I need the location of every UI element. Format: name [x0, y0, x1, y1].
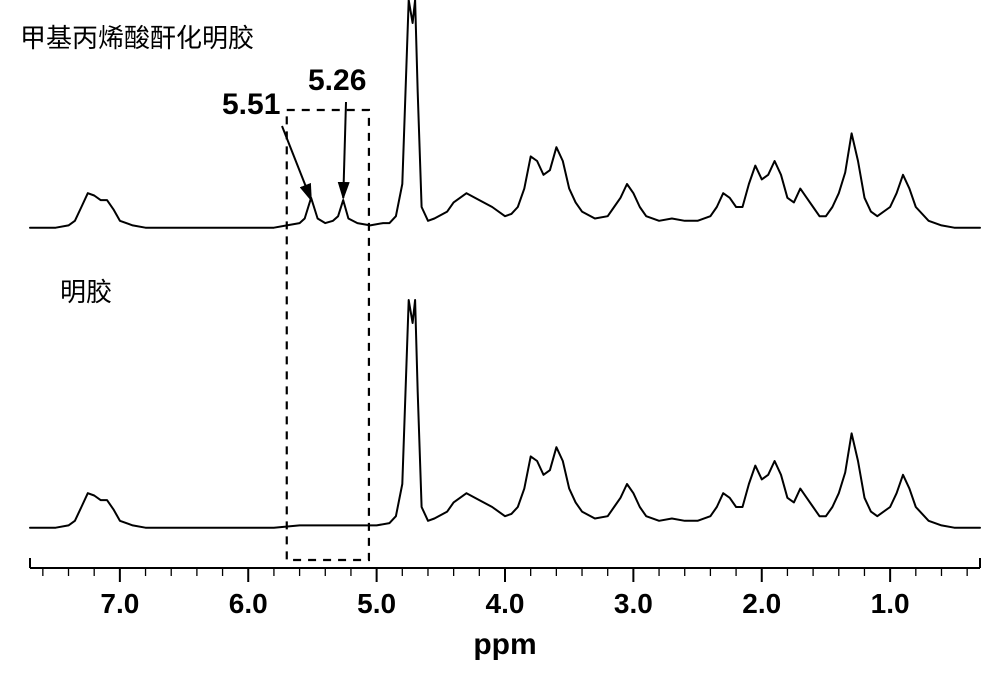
peak-label-551: 5.51	[222, 88, 280, 122]
x-tick-label: 2.0	[742, 588, 781, 620]
nmr-figure: 甲基丙烯酸酐化明胶 明胶 5.51 5.26 ppm 7.0 6.0 5.0 4.0 3…	[0, 0, 1000, 679]
peak-label-526: 5.26	[308, 64, 366, 98]
trace-label-bottom: 明胶	[60, 272, 112, 309]
nmr-svg	[0, 0, 1000, 679]
x-tick-label: 3.0	[614, 588, 653, 620]
x-axis-title: ppm	[473, 628, 536, 662]
x-tick-label: 6.0	[229, 588, 268, 620]
trace-label-top: 甲基丙烯酸酐化明胶	[20, 18, 254, 55]
x-tick-label: 4.0	[486, 588, 525, 620]
x-tick-label: 7.0	[100, 588, 139, 620]
x-tick-label: 1.0	[871, 588, 910, 620]
x-tick-label: 5.0	[357, 588, 396, 620]
